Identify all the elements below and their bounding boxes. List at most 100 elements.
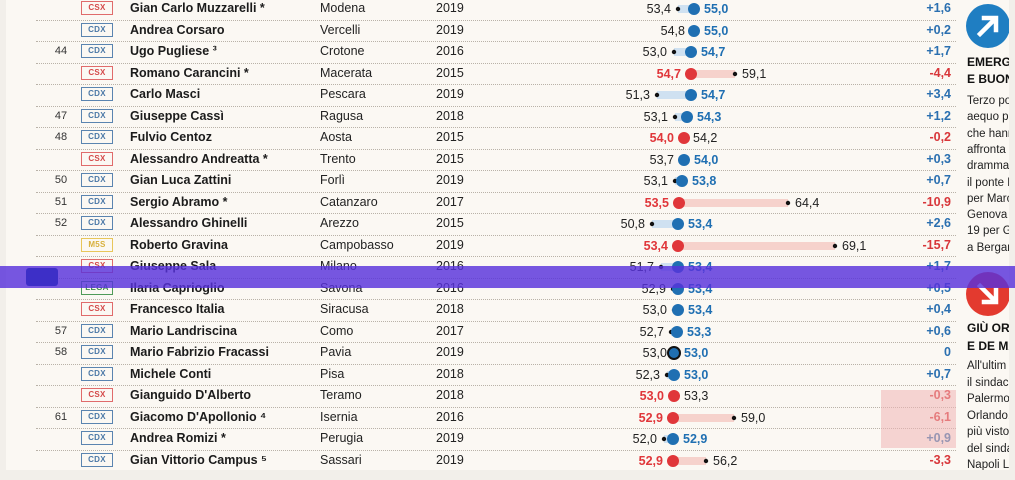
previous-value-dot bbox=[672, 178, 678, 184]
election-year: 2018 bbox=[436, 108, 464, 123]
mayor-name: Andrea Corsaro bbox=[130, 22, 225, 37]
previous-value-dot bbox=[661, 436, 667, 442]
side-text-line: il ponte M bbox=[967, 176, 1009, 189]
current-value-dot bbox=[672, 218, 684, 230]
previous-value-label: 53,0 bbox=[643, 303, 667, 317]
change-value: -4,4 bbox=[929, 65, 951, 80]
party-badge: CDX bbox=[81, 44, 113, 58]
change-bar bbox=[652, 220, 678, 228]
rank-number: 57 bbox=[54, 324, 68, 337]
current-value-dot bbox=[667, 454, 679, 467]
election-year: 2015 bbox=[436, 130, 464, 144]
selection-overlay-band[interactable] bbox=[0, 266, 1015, 288]
current-value-label: 53,4 bbox=[688, 217, 712, 231]
side-text-line: E BUON bbox=[967, 72, 1009, 86]
current-value-dot bbox=[688, 24, 700, 37]
change-value: +0,7 bbox=[926, 366, 951, 381]
city-name: Teramo bbox=[320, 388, 362, 402]
current-value-label: 54,7 bbox=[701, 45, 725, 59]
current-value-label: 54,7 bbox=[657, 67, 681, 81]
current-value-dot bbox=[685, 89, 697, 101]
side-text-line: Napoli L bbox=[967, 459, 1009, 470]
table-row: CSX Alessandro Andreatta * Trento 2015 +0,3 5… bbox=[36, 149, 956, 171]
overlay-drag-handle[interactable] bbox=[26, 268, 58, 286]
watermark bbox=[881, 390, 956, 448]
previous-value-dot bbox=[732, 71, 738, 76]
current-value-label: 52,9 bbox=[639, 454, 663, 468]
party-badge: CSX bbox=[81, 388, 113, 402]
city-name: Vercelli bbox=[320, 22, 361, 37]
previous-value-label: 53,3 bbox=[684, 389, 708, 403]
current-value-label: 55,0 bbox=[704, 2, 728, 16]
current-value-label: 52,9 bbox=[683, 432, 707, 446]
party-badge: CDX bbox=[81, 173, 113, 187]
side-text-line: per Marc bbox=[967, 192, 1009, 205]
change-bar bbox=[657, 91, 691, 99]
previous-value-label: 51,3 bbox=[626, 88, 650, 102]
side-column: EMERGI E BUON Terzo po aequo pe che hann aff… bbox=[961, 0, 1009, 470]
election-year: 2019 bbox=[436, 87, 464, 101]
change-bar bbox=[691, 69, 735, 78]
previous-value-label: 64,4 bbox=[795, 196, 819, 210]
mayor-name: Michele Conti bbox=[130, 366, 212, 381]
party-badge: CDX bbox=[81, 409, 113, 424]
mayor-name: Sergio Abramo * bbox=[130, 194, 228, 209]
city-name: Pescara bbox=[320, 87, 366, 101]
party-badge: CDX bbox=[81, 194, 113, 209]
party-badge: CDX bbox=[81, 22, 113, 37]
side-text-line: All'ultim bbox=[967, 360, 1007, 372]
previous-value-dot bbox=[672, 114, 678, 119]
city-name: Como bbox=[320, 323, 354, 338]
change-value: +1,7 bbox=[926, 44, 951, 58]
city-name: Arezzo bbox=[320, 216, 359, 230]
city-name: Modena bbox=[320, 1, 366, 15]
side-text-line: 19 per Gi bbox=[967, 225, 1009, 238]
party-badge: CDX bbox=[81, 87, 113, 101]
side-text-line: EMERGI bbox=[967, 55, 1009, 69]
current-value-label: 53,0 bbox=[684, 346, 708, 360]
table-row: 48 CDX Fulvio Centoz Aosta 2015 -0,2 54,2 54,0 bbox=[36, 127, 956, 150]
side-text-line: aequo pe bbox=[967, 111, 1009, 124]
side-text-line: il sindac bbox=[967, 376, 1009, 389]
mayor-name: Gian Carlo Muzzarelli * bbox=[130, 1, 265, 15]
table-row: 47 CDX Giuseppe Cassì Ragusa 2018 +1,2 53,1 54,… bbox=[36, 106, 956, 128]
change-value: -3,3 bbox=[929, 452, 951, 467]
current-value-label: 53,0 bbox=[684, 368, 708, 382]
previous-value-dot bbox=[649, 221, 655, 227]
previous-value-label: 53,1 bbox=[644, 110, 668, 124]
current-value-label: 53,4 bbox=[688, 303, 712, 317]
newspaper-page: CSX Gian Carlo Muzzarelli * Modena 2019 +1,6… bbox=[6, 0, 1009, 470]
mayor-name: Mario Fabrizio Fracassi bbox=[130, 345, 269, 359]
party-badge: CSX bbox=[81, 1, 113, 15]
previous-value-label: 53,0 bbox=[643, 346, 667, 360]
dumbbell-chart: 64,4 53,5 bbox=[645, 196, 820, 210]
election-year: 2017 bbox=[436, 194, 464, 209]
table-row: 57 CDX Mario Landriscina Como 2017 +0,6 52,7 53… bbox=[36, 321, 956, 343]
change-bar bbox=[679, 198, 788, 207]
change-value: +1,2 bbox=[926, 108, 951, 123]
dumbbell-chart: 53,0 53,4 bbox=[643, 303, 713, 317]
current-value-dot bbox=[678, 132, 690, 144]
party-badge: CDX bbox=[81, 108, 113, 123]
current-value-dot bbox=[672, 239, 684, 252]
side-text-line: del sinda bbox=[967, 442, 1009, 455]
dumbbell-chart: 53,3 53,0 bbox=[640, 389, 709, 403]
rank-number: 48 bbox=[54, 131, 68, 143]
current-value-dot bbox=[673, 196, 685, 209]
mayor-name: Carlo Masci bbox=[130, 87, 201, 101]
party-badge: CSX bbox=[81, 302, 113, 316]
mayor-name: Gian Luca Zattini bbox=[130, 173, 232, 187]
current-value-dot bbox=[671, 325, 683, 338]
previous-value-label: 53,1 bbox=[644, 174, 668, 188]
table-row: M5S Roberto Gravina Campobasso 2019 -15,7 69,… bbox=[36, 235, 956, 257]
previous-value-label: 52,7 bbox=[640, 325, 664, 339]
previous-value-label: 53,0 bbox=[643, 45, 667, 59]
table-row: 52 CDX Alessandro Ghinelli Arezzo 2015 +2,6 50… bbox=[36, 213, 956, 236]
previous-value-dot bbox=[671, 49, 677, 55]
dumbbell-chart: 53,1 54,3 bbox=[644, 110, 722, 124]
change-bar bbox=[678, 241, 835, 250]
mayor-name: Giuseppe Cassì bbox=[130, 108, 224, 123]
mayor-name: Mario Landriscina bbox=[130, 323, 237, 338]
current-value-dot bbox=[681, 110, 693, 123]
